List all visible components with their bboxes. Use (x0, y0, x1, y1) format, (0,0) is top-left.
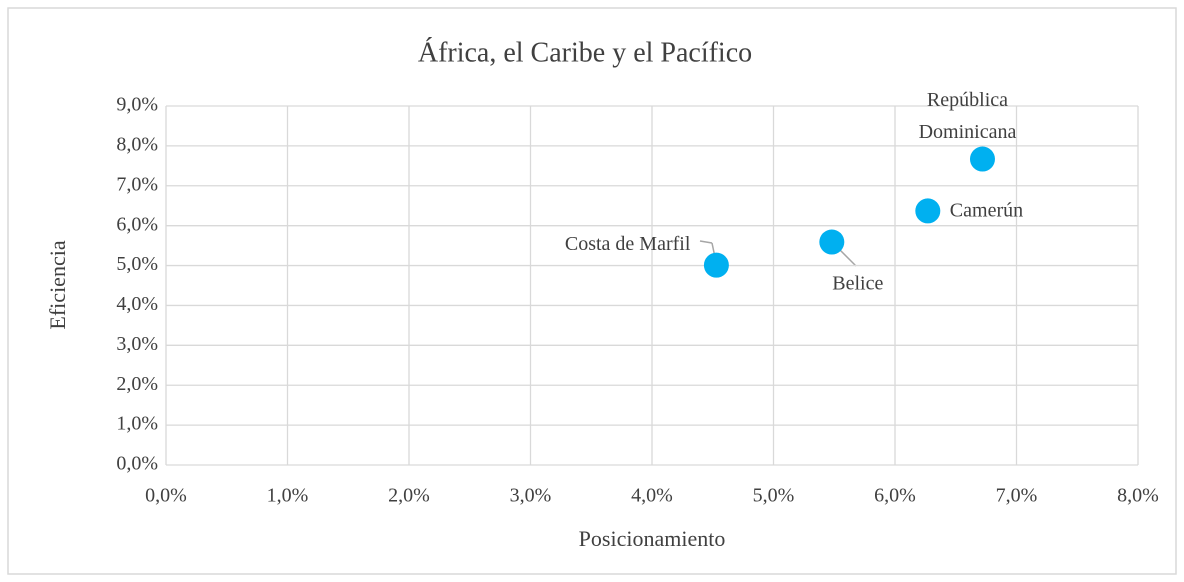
y-tick-label: 0,0% (116, 453, 158, 475)
x-tick-label: 0,0% (145, 485, 187, 507)
y-tick-label: 3,0% (116, 333, 158, 355)
y-tick-label: 6,0% (116, 213, 158, 235)
y-tick-label: 8,0% (116, 133, 158, 155)
x-tick-label: 1,0% (267, 485, 309, 507)
x-axis-label: Posicionamiento (579, 526, 726, 551)
x-tick-label: 2,0% (388, 485, 430, 507)
x-tick-label: 4,0% (631, 485, 673, 507)
y-tick-label: 4,0% (116, 293, 158, 315)
chart-title: África, el Caribe y el Pacífico (418, 37, 752, 68)
point (819, 229, 845, 255)
y-tick-label: 9,0% (116, 94, 158, 116)
point (915, 198, 941, 224)
y-tick-label: 5,0% (116, 253, 158, 275)
y-tick-label: 7,0% (116, 173, 158, 195)
x-tick-label: 8,0% (1117, 485, 1159, 507)
leader-line (699, 240, 713, 244)
point (703, 252, 729, 278)
point-label-line: República (927, 89, 1008, 111)
point-label: Belice (832, 273, 883, 295)
x-tick-label: 3,0% (510, 485, 552, 507)
point-label: Costa de Marfil (565, 233, 691, 255)
point (969, 146, 995, 172)
x-tick-label: 7,0% (996, 485, 1038, 507)
x-tick-label: 6,0% (874, 485, 916, 507)
x-tick-label: 5,0% (753, 485, 795, 507)
chart-border (7, 7, 1177, 575)
y-tick-label: 2,0% (116, 373, 158, 395)
point-label-line: Dominicana (919, 121, 1017, 143)
y-tick-label: 1,0% (116, 413, 158, 435)
y-axis-label: Eficiencia (45, 240, 70, 329)
point-label: Camerún (950, 200, 1023, 222)
point-label: República Dominicana (919, 89, 1017, 143)
